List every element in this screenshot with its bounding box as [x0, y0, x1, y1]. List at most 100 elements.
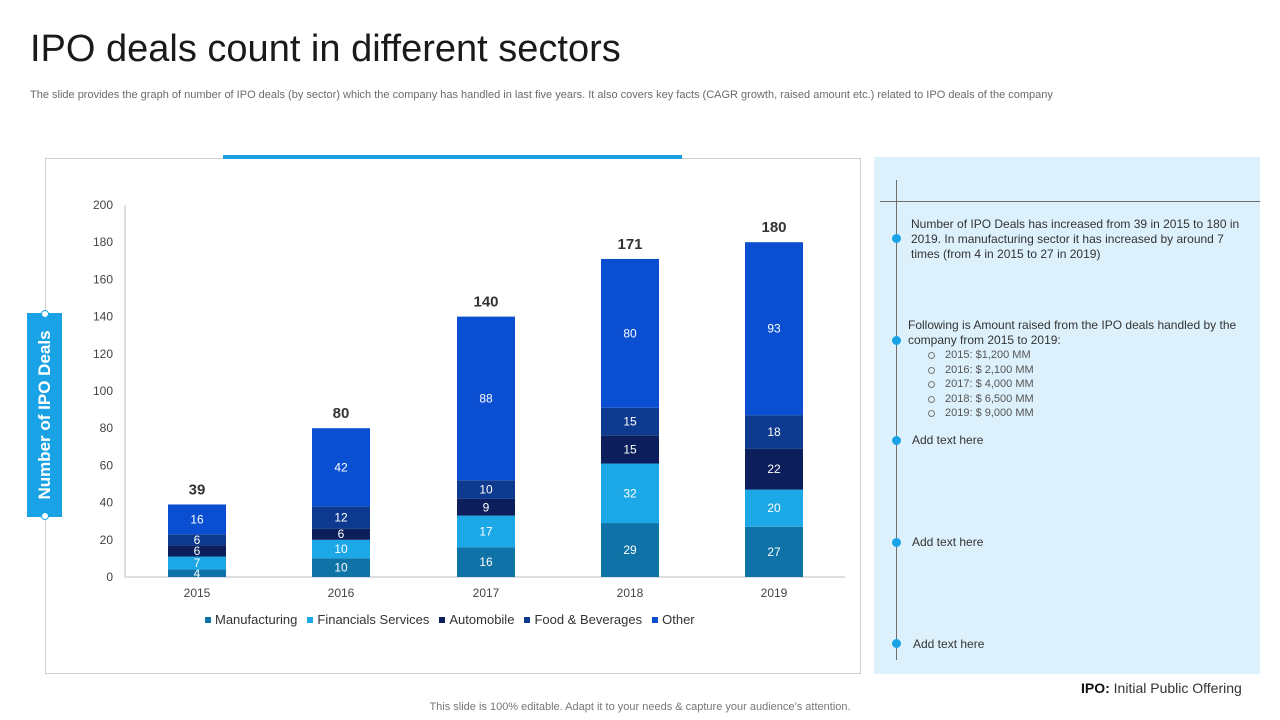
segment-label: 22 — [767, 462, 781, 476]
y-tick-label: 160 — [93, 272, 113, 286]
legend-item: Food & Beverages — [524, 612, 642, 627]
ipo-definition: IPO: Initial Public Offering — [1081, 680, 1242, 696]
ylabel-bottom-dot — [41, 512, 49, 520]
segment-label: 10 — [479, 483, 493, 497]
bar-segment — [312, 428, 370, 507]
bullet-icon — [928, 381, 935, 388]
x-tick-label: 2016 — [328, 586, 355, 600]
bar-segment — [168, 504, 226, 535]
segment-label: 93 — [767, 322, 781, 336]
legend-label: Food & Beverages — [534, 612, 643, 627]
bullet-icon — [928, 395, 935, 403]
bar-segment — [168, 556, 226, 570]
bar-segment — [745, 489, 803, 527]
bar-segment — [457, 547, 515, 577]
bar-segment — [457, 498, 515, 516]
accent-bar — [223, 155, 682, 159]
bar-segment — [601, 435, 659, 464]
bar-segment — [168, 534, 226, 546]
total-label: 80 — [333, 405, 350, 422]
segment-label: 10 — [334, 542, 348, 556]
bar-segment — [601, 463, 659, 524]
bar-segment — [457, 515, 515, 548]
panel-top-line — [880, 201, 1260, 202]
legend-swatch — [439, 616, 446, 623]
total-label: 171 — [617, 236, 642, 253]
timeline-dot-5 — [892, 639, 901, 648]
y-tick-label: 80 — [100, 421, 114, 435]
legend-label: Automobile — [449, 612, 515, 627]
timeline-dot-2 — [892, 336, 901, 345]
stacked-bar-chart: 0204060801001201401601802004766163920151… — [93, 198, 845, 600]
timeline-dot-1 — [892, 234, 901, 243]
segment-label: 15 — [623, 443, 637, 457]
bar-segment — [457, 316, 515, 481]
segment-label: 17 — [479, 524, 493, 538]
legend-item: Other — [652, 612, 695, 627]
x-tick-label: 2018 — [617, 586, 644, 600]
amount-item: 2019: $ 9,000 MM — [908, 406, 1243, 421]
y-tick-label: 180 — [93, 235, 113, 249]
note-placeholder-3: Add text here — [913, 637, 985, 651]
amount-item: 2018: $ 6,500 MM — [908, 392, 1243, 407]
y-axis-label-box: Number of IPO Deals — [27, 310, 62, 520]
key-facts-panel — [874, 157, 1260, 674]
segment-label: 9 — [483, 500, 490, 514]
timeline-dot-3 — [892, 436, 901, 445]
segment-label: 32 — [623, 486, 637, 500]
bar-segment — [168, 545, 226, 557]
legend-label: Other — [662, 612, 695, 627]
bar-segment — [745, 415, 803, 449]
footer-note: This slide is 100% editable. Adapt it to… — [429, 701, 851, 713]
bar-segment — [601, 258, 659, 408]
bar-segment — [601, 523, 659, 577]
legend-label: Manufacturing — [215, 612, 298, 627]
y-tick-label: 140 — [93, 310, 113, 324]
legend-item: Manufacturing — [205, 612, 297, 627]
bar-segment — [312, 558, 370, 577]
segment-label: 18 — [767, 425, 781, 439]
legend-swatch — [652, 616, 659, 623]
bar-segment — [312, 528, 370, 540]
legend-swatch — [205, 616, 211, 623]
bar-segment — [745, 448, 803, 490]
note-placeholder-2: Add text here — [912, 535, 984, 549]
bar-segment — [457, 480, 515, 499]
note-amount-raised: Following is Amount raised from the IPO … — [908, 318, 1243, 421]
y-tick-label: 100 — [93, 384, 113, 398]
segment-label: 4 — [194, 566, 201, 580]
y-tick-label: 0 — [106, 570, 113, 584]
segment-label: 6 — [194, 533, 201, 547]
x-tick-label: 2019 — [761, 586, 788, 600]
bar-segment — [745, 242, 803, 416]
segment-label: 27 — [767, 545, 781, 559]
segment-label: 15 — [623, 415, 637, 429]
note-deals-increase: Number of IPO Deals has increased from 3… — [911, 217, 1240, 261]
segment-label: 16 — [190, 512, 204, 526]
amount-list: 2015: $1,200 MM 2016: $ 2,100 MM 2017: $… — [908, 348, 1243, 421]
y-tick-label: 40 — [100, 496, 114, 510]
segment-label: 80 — [623, 326, 637, 340]
bar-segment — [168, 569, 226, 577]
note-amount-raised-text: Following is Amount raised from the IPO … — [908, 318, 1237, 347]
total-label: 39 — [189, 481, 206, 498]
ipo-abbr: IPO: — [1081, 680, 1110, 696]
y-axis-label: Number of IPO Deals — [34, 330, 54, 500]
segment-label: 16 — [479, 555, 493, 569]
ylabel-top-dot — [41, 310, 49, 318]
segment-label: 42 — [334, 460, 348, 474]
legend-item: Automobile — [439, 612, 514, 627]
note-placeholder-1: Add text here — [912, 433, 984, 447]
segment-label: 12 — [334, 510, 348, 524]
amount-item: 2016: $ 2,100 MM — [908, 363, 1243, 378]
legend-swatch — [307, 616, 314, 623]
bar-segment — [312, 539, 370, 559]
segment-label: 6 — [338, 527, 345, 541]
segment-label: 6 — [194, 544, 201, 558]
timeline-line — [896, 180, 897, 660]
bar-segment — [312, 506, 370, 529]
y-tick-label: 200 — [93, 198, 113, 212]
y-tick-label: 120 — [93, 347, 113, 361]
segment-label: 10 — [334, 561, 348, 575]
legend-label: Financials Services — [317, 612, 430, 627]
